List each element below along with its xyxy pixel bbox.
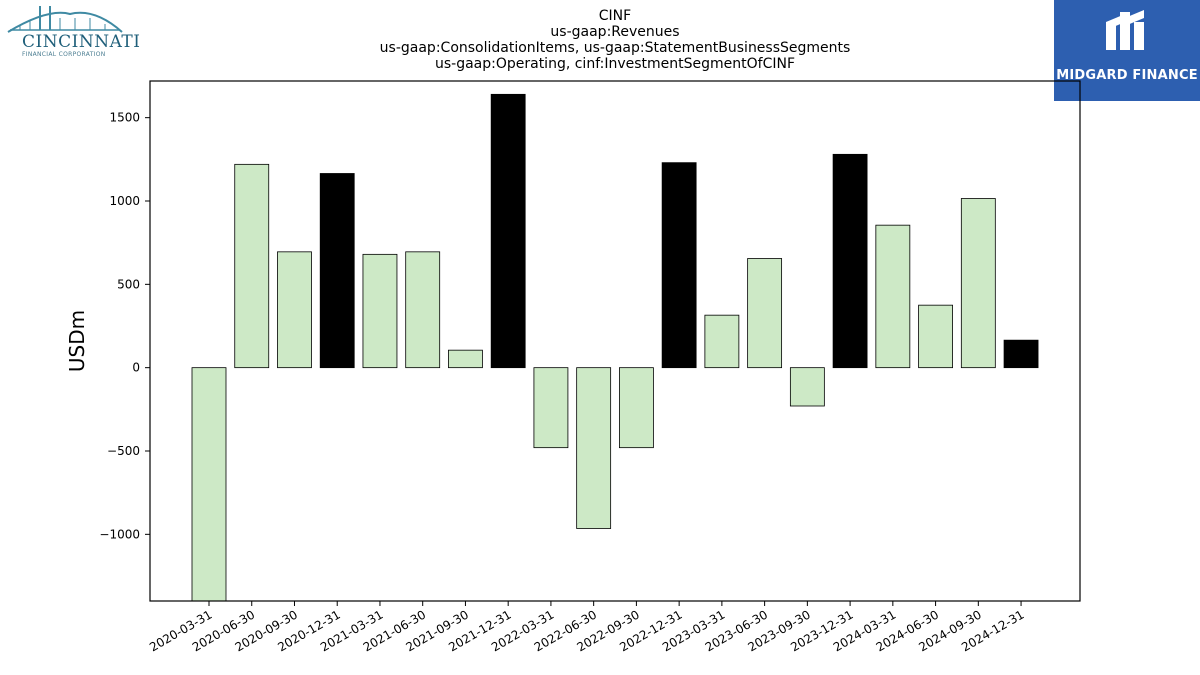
y-axis-label: USDm: [65, 310, 89, 372]
y-tick-label: 500: [117, 277, 140, 291]
y-tick-label: −1000: [99, 527, 140, 541]
bar-2024-06-30: [918, 304, 953, 369]
axes-frame: [149, 80, 1081, 602]
bar-2023-06-30: [747, 258, 783, 369]
bar-2023-03-31: [704, 314, 740, 369]
bar-2021-12-31: [490, 93, 526, 369]
bar-2021-06-30: [405, 251, 441, 369]
bar-2022-09-30: [619, 367, 654, 449]
bar-2024-03-31: [875, 224, 911, 369]
bar-2020-06-30: [234, 163, 270, 369]
midgard-finance-logo: MIDGARD FINANCE: [1054, 0, 1200, 101]
chart-title-line: us-gaap:ConsolidationItems, us-gaap:Stat…: [380, 40, 851, 56]
bar-2020-09-30: [277, 251, 312, 369]
bar-2020-03-31: [191, 367, 227, 602]
bridge-icon: [7, 6, 123, 33]
y-axis-ticks: −1000 −500 0 500 1000 1500: [99, 111, 150, 541]
y-tick-label: −500: [107, 444, 140, 458]
bar-2022-12-31: [661, 162, 697, 369]
logo-left-sub: FINANCIAL CORPORATION: [22, 51, 106, 58]
logo-left-name: CINCINNATI: [22, 32, 141, 52]
bar-2022-06-30: [576, 367, 612, 529]
bar-2021-09-30: [448, 349, 483, 369]
cincinnati-financial-logo: CINCINNATI FINANCIAL CORPORATION: [0, 0, 140, 65]
bar-2024-09-30: [960, 198, 996, 369]
chart-title: CINFus-gaap:Revenuesus-gaap:Consolidatio…: [380, 8, 851, 72]
bar-2020-12-31: [319, 173, 355, 369]
y-tick-label: 0: [132, 361, 140, 375]
bar-2024-12-31: [1003, 339, 1039, 369]
bar-2022-03-31: [533, 367, 569, 449]
chart-title-line: us-gaap:Operating, cinf:InvestmentSegmen…: [435, 56, 795, 72]
bar-2023-12-31: [832, 153, 868, 369]
y-tick-label: 1500: [109, 111, 140, 125]
chart-title-line: us-gaap:Revenues: [550, 24, 679, 40]
bars-group: [191, 93, 1039, 602]
logo-right-name: MIDGARD FINANCE: [1056, 68, 1198, 83]
bar-2021-03-31: [362, 253, 398, 369]
midgard-mark-icon: [1106, 10, 1144, 50]
y-tick-label: 1000: [109, 194, 140, 208]
chart-title-line: CINF: [599, 8, 631, 24]
bar-2023-09-30: [789, 367, 825, 407]
x-axis-ticks: 2020-03-312020-06-302020-09-302020-12-31…: [147, 601, 1027, 654]
